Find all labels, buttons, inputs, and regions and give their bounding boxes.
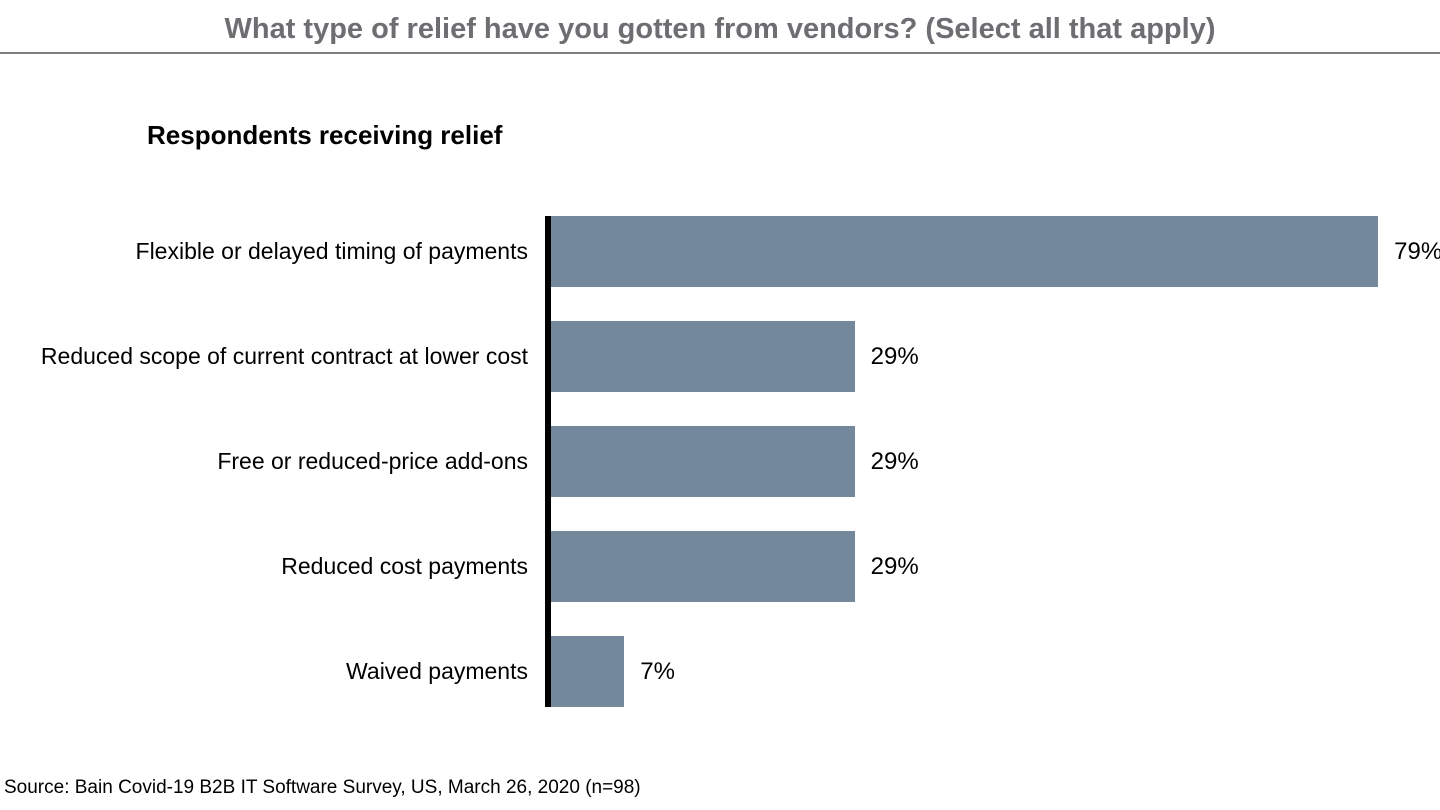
bar-row: Reduced cost payments 29% <box>0 531 1440 602</box>
bar-track: 79% <box>551 216 1440 287</box>
value-label: 29% <box>870 552 919 580</box>
category-label: Reduced scope of current contract at low… <box>40 343 528 370</box>
bar <box>551 531 855 602</box>
value-label: 29% <box>870 447 919 475</box>
bar-track: 29% <box>551 531 1440 602</box>
bar-row: Flexible or delayed timing of payments 7… <box>0 216 1440 287</box>
title-divider <box>0 52 1440 54</box>
bar-track: 7% <box>551 636 1440 707</box>
value-label: 7% <box>640 657 675 685</box>
source-note: Source: Bain Covid-19 B2B IT Software Su… <box>4 777 641 798</box>
category-label: Free or reduced-price add-ons <box>217 448 528 475</box>
value-label: 29% <box>870 342 919 370</box>
bar-track: 29% <box>551 321 1440 392</box>
bar <box>551 636 625 707</box>
chart-title: What type of relief have you gotten from… <box>224 13 1216 45</box>
value-label: 79% <box>1394 237 1440 265</box>
category-label: Reduced cost payments <box>281 553 528 580</box>
bar <box>551 216 1379 287</box>
category-label: Flexible or delayed timing of payments <box>135 238 528 265</box>
bar-row: Waived payments 7% <box>0 636 1440 707</box>
y-axis-line <box>545 216 551 707</box>
bar-chart: Flexible or delayed timing of payments 7… <box>0 216 1440 707</box>
chart-header: What type of relief have you gotten from… <box>0 0 1440 46</box>
bar <box>551 321 855 392</box>
bar-row: Reduced scope of current contract at low… <box>0 321 1440 392</box>
category-label: Waived payments <box>346 658 528 685</box>
bar <box>551 426 855 497</box>
axis-title: Respondents receiving relief <box>147 120 503 150</box>
bar-track: 29% <box>551 426 1440 497</box>
bar-row: Free or reduced-price add-ons 29% <box>0 426 1440 497</box>
bar-rows: Flexible or delayed timing of payments 7… <box>0 216 1440 707</box>
